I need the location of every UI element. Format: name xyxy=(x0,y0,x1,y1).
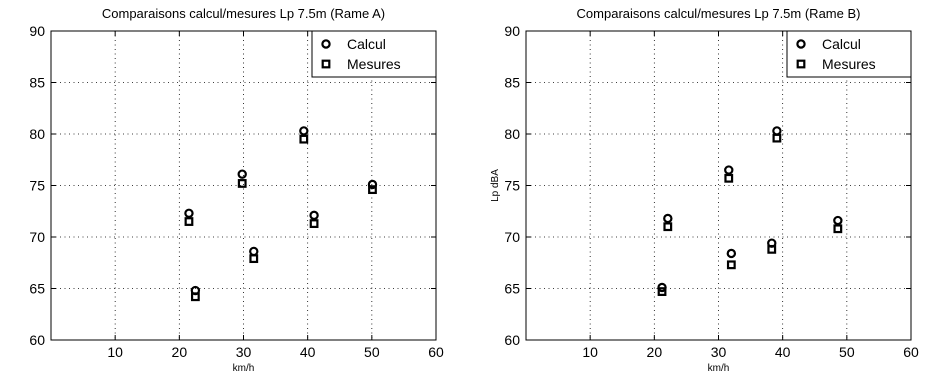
legend-label: Calcul xyxy=(347,36,386,52)
series-mesures xyxy=(657,133,843,296)
legend-box xyxy=(786,30,912,78)
x-tick-label: 30 xyxy=(236,344,252,360)
x-tick-label: 40 xyxy=(775,344,791,360)
y-tick-label: 65 xyxy=(504,281,520,297)
circle-icon xyxy=(321,39,331,49)
y-tick-label: 70 xyxy=(29,229,45,245)
x-axis-label: km/h xyxy=(233,363,255,374)
mesures-point xyxy=(190,292,200,302)
y-tick-label: 60 xyxy=(504,332,520,348)
y-tick-label: 90 xyxy=(504,23,520,39)
square-icon xyxy=(796,59,806,69)
square-icon xyxy=(321,59,331,69)
mesures-point xyxy=(184,217,194,226)
mesures-point xyxy=(249,254,259,264)
x-tick-label: 60 xyxy=(903,344,919,360)
y-tick-label: 70 xyxy=(504,229,520,245)
mesures-point xyxy=(237,179,247,188)
calcul-point xyxy=(367,179,378,190)
legend-label: Mesures xyxy=(822,56,876,72)
y-tick-label: 85 xyxy=(29,75,45,91)
calcul-point xyxy=(184,208,194,219)
y-tick-label: 75 xyxy=(29,178,45,194)
legend-box xyxy=(311,30,437,78)
series-calcul xyxy=(184,126,378,296)
y-tick-label: 90 xyxy=(29,23,45,39)
series-mesures xyxy=(184,134,377,302)
x-tick-label: 20 xyxy=(172,344,188,360)
x-tick-label: 50 xyxy=(364,344,380,360)
x-tick-label: 50 xyxy=(839,344,855,360)
legend-item: Mesures xyxy=(796,56,876,72)
legend: Calcul Mesures xyxy=(311,30,437,78)
chart-title: Comparaisons calcul/mesures Lp 7.5m (Ram… xyxy=(577,6,861,21)
x-tick-label: 10 xyxy=(107,344,123,360)
mesures-point xyxy=(663,222,673,232)
grid xyxy=(51,31,436,340)
mesures-point xyxy=(724,173,734,183)
mesures-point xyxy=(726,260,736,270)
legend-item: Calcul xyxy=(321,36,386,52)
calcul-point xyxy=(833,215,843,226)
x-tick-label: 60 xyxy=(428,344,444,360)
y-tick-label: 60 xyxy=(29,332,45,348)
mesures-point xyxy=(767,244,777,254)
y-tick-label: 75 xyxy=(504,178,520,194)
mesures-point xyxy=(772,133,782,143)
mesures-point xyxy=(833,224,843,234)
legend-item: Calcul xyxy=(796,36,861,52)
y-tick-label: 80 xyxy=(29,126,45,142)
legend-label: Mesures xyxy=(347,56,401,72)
legend-label: Calcul xyxy=(822,36,861,52)
grid xyxy=(526,31,911,340)
mesures-point xyxy=(657,287,667,296)
circle-icon xyxy=(796,39,806,49)
mesures-point xyxy=(299,134,309,144)
y-tick-label: 85 xyxy=(504,75,520,91)
x-tick-label: 10 xyxy=(582,344,598,360)
x-axis-label: km/h xyxy=(708,363,730,374)
legend-item: Mesures xyxy=(321,56,401,72)
y-tick-label: 80 xyxy=(504,126,520,142)
calcul-point xyxy=(663,213,673,224)
calcul-point xyxy=(309,210,319,221)
calcul-point xyxy=(726,248,737,259)
y-axis-label: Lp dBA xyxy=(490,169,501,202)
x-tick-label: 40 xyxy=(300,344,316,360)
chart-rame-a: 10 20 30 40 50 60 60 65 70 75 80 85 90 Comparaisons c… xyxy=(29,6,444,374)
legend: Calcul Mesures xyxy=(786,30,912,78)
y-tick-label: 65 xyxy=(29,281,45,297)
chart-rame-b: 10 20 30 40 50 60 60 65 70 75 80 85 90 Comparaisons c… xyxy=(490,6,919,374)
chart-title: Comparaisons calcul/mesures Lp 7.5m (Ram… xyxy=(102,6,385,21)
calcul-point xyxy=(237,169,247,179)
calcul-point xyxy=(299,126,309,136)
mesures-point xyxy=(309,219,319,229)
x-tick-label: 30 xyxy=(711,344,727,360)
calcul-point xyxy=(724,165,734,175)
x-tick-label: 20 xyxy=(647,344,663,360)
mesures-point xyxy=(368,185,377,195)
